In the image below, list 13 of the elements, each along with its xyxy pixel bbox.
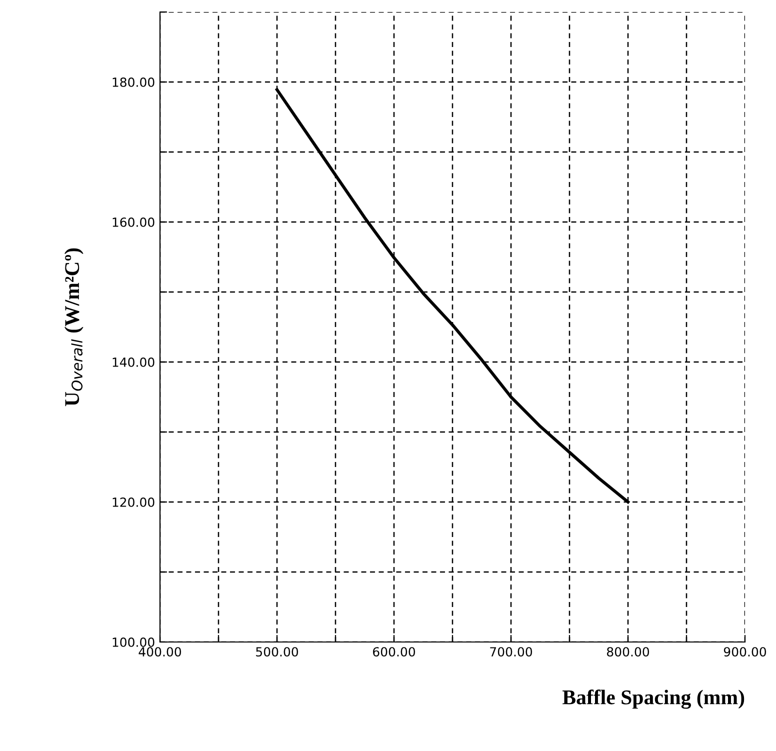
y-tick-label: 120.00 bbox=[112, 497, 154, 507]
y-tick-label: 140.00 bbox=[112, 357, 154, 367]
x-tick-label: 800.00 bbox=[606, 647, 650, 657]
x-tick-label: 700.00 bbox=[490, 647, 532, 657]
y-tick-label: 100.00 bbox=[112, 637, 154, 647]
y-tick-label: 180.00 bbox=[112, 77, 154, 87]
y-tick-label: 160.00 bbox=[112, 217, 154, 227]
x-tick-label: 500.00 bbox=[256, 647, 298, 657]
y-axis-title: U$_{Overall}$ (W/m²Cº) bbox=[64, 248, 84, 406]
x-tick-label: 400.00 bbox=[138, 647, 182, 657]
x-tick-label: 900.00 bbox=[724, 647, 766, 657]
x-axis-title: Baffle Spacing (mm) bbox=[562, 690, 744, 709]
x-tick-label: 600.00 bbox=[373, 647, 416, 657]
